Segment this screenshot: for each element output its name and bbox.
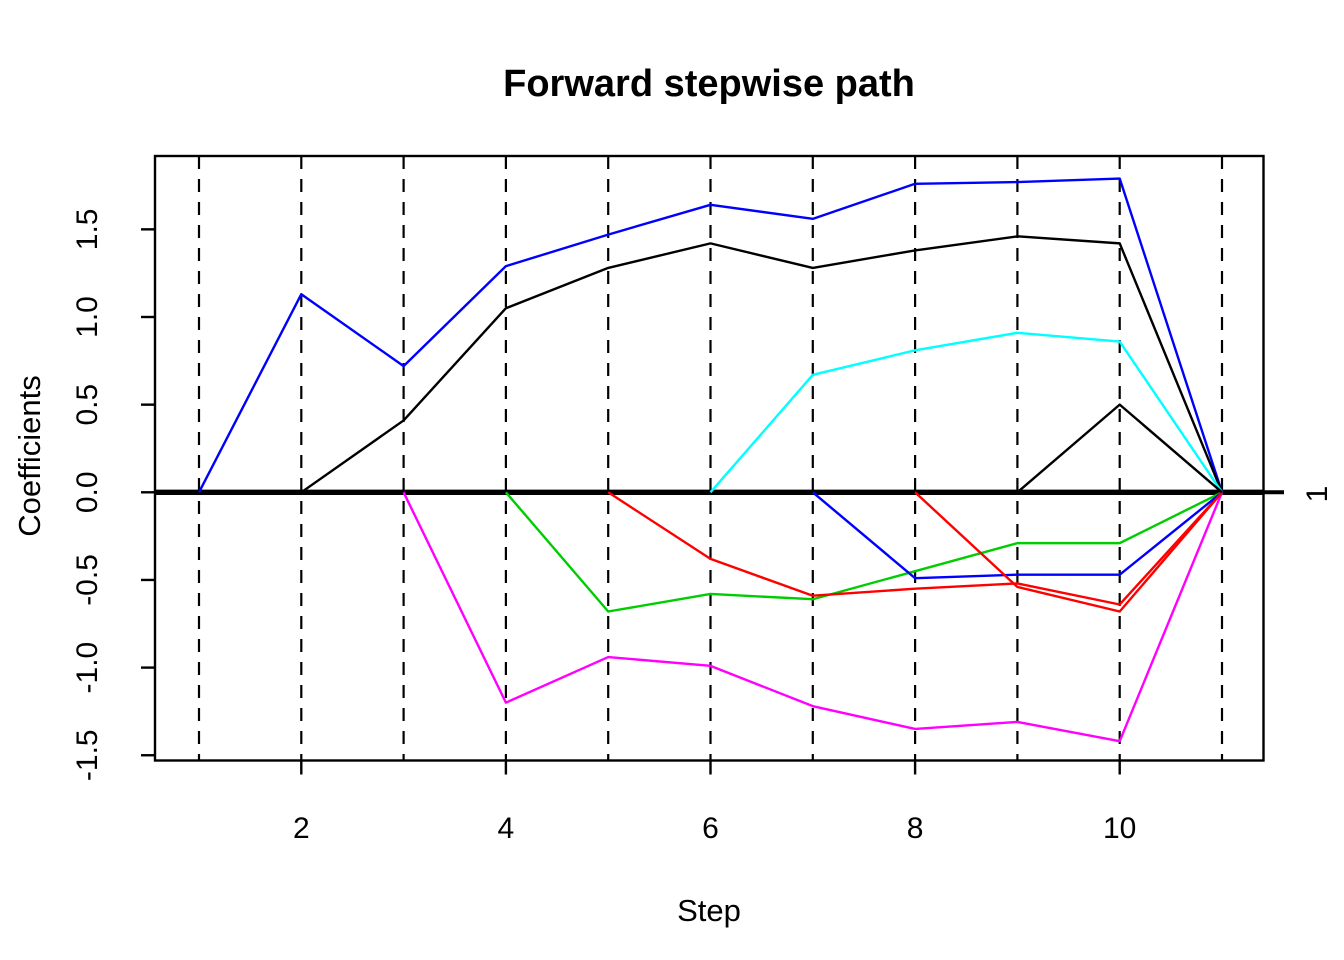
chart-title: Forward stepwise path: [503, 63, 915, 105]
series-line-path-blue-2: [812, 491, 1223, 580]
series-line-path-cyan-1: [709, 331, 1223, 494]
y-tick-label-0.5: 0.5: [71, 384, 104, 426]
x-tick-label-8: 8: [907, 812, 924, 845]
x-tick-label-4: 4: [498, 812, 515, 845]
series-line-path-black-1: [300, 235, 1224, 494]
series-line-path-black-2: [1016, 403, 1223, 494]
series-line-path-red-1: [607, 491, 1223, 606]
x-tick-label-6: 6: [702, 812, 719, 845]
series-line-path-red-2: [914, 491, 1223, 613]
series-line-path-green-1: [504, 491, 1223, 613]
y-tick-labels: -1.5 -1.0 -0.5 0.0 0.5 1.0 1.5: [71, 208, 104, 781]
axis-ticks-layer: [141, 228, 1121, 775]
y-tick-label--1.0: -1.0: [71, 642, 104, 694]
y-tick-label-1.0: 1.0: [71, 296, 104, 338]
x-tick-label-2: 2: [293, 812, 310, 845]
x-tick-label-10: 10: [1103, 812, 1136, 845]
plot-box-layer: [153, 154, 1265, 762]
y-tick-label--1.5: -1.5: [71, 729, 104, 781]
grid-dashed-vlines: [197, 156, 1224, 761]
y-axis-title: Coefficients: [12, 375, 47, 536]
series-line-path-blue-1: [197, 177, 1224, 493]
y-tick-label-1.5: 1.5: [71, 208, 104, 250]
right-axis-label: 1: [1301, 486, 1334, 503]
series-line-path-magenta-1: [402, 491, 1224, 743]
x-axis-title: Step: [677, 893, 741, 928]
y-tick-label--0.5: -0.5: [71, 554, 104, 606]
series-layer: [197, 177, 1224, 743]
y-tick-label-0.0: 0.0: [71, 471, 104, 513]
plot-box: [153, 154, 1265, 762]
x-tick-labels: 2 4 6 8 10: [293, 812, 1136, 845]
